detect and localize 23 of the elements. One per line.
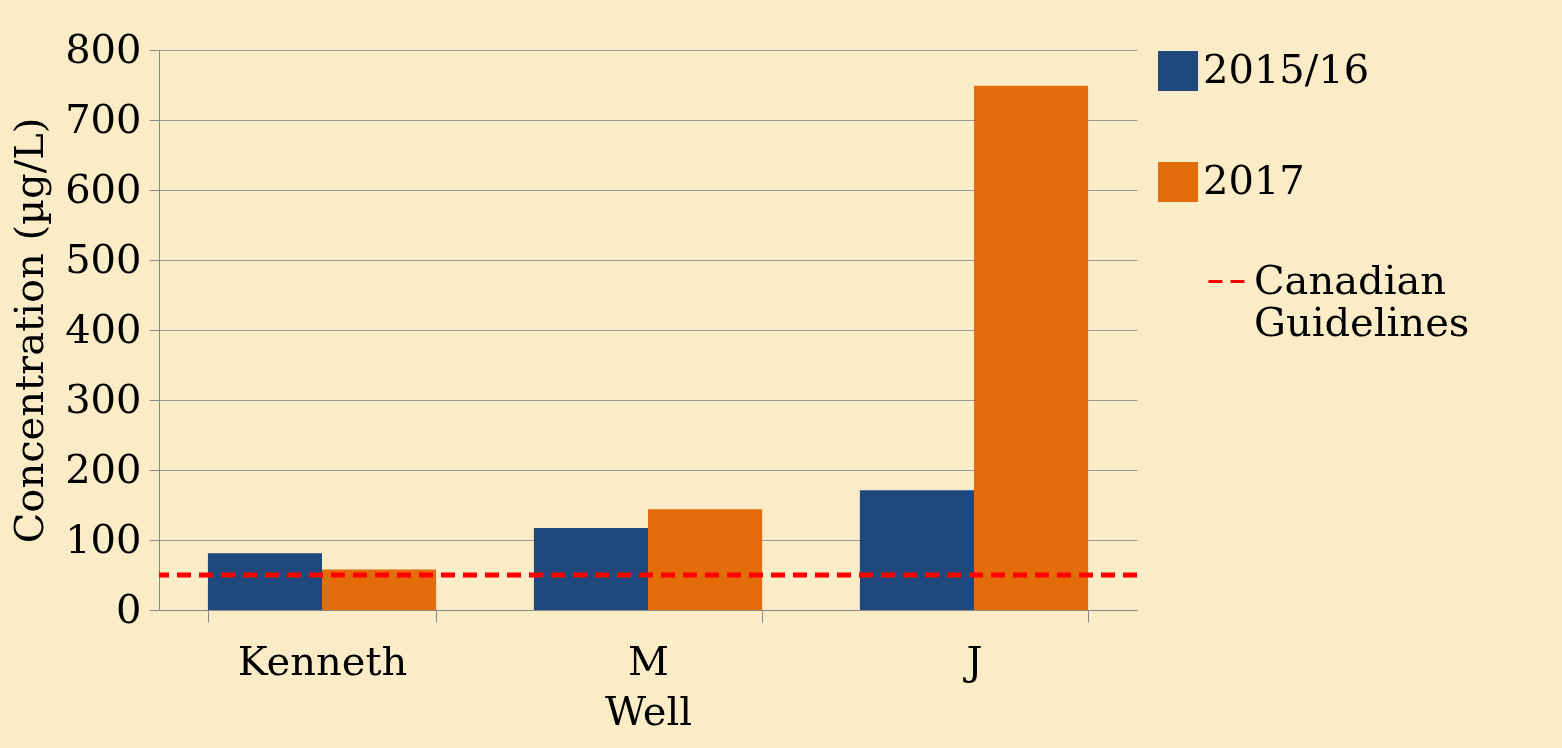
y-tick-label: 500 [65, 235, 142, 282]
x-tick-label: Kenneth [237, 637, 408, 684]
legend-label: Canadian Guidelines [1254, 256, 1470, 345]
x-tick-label: J [962, 637, 983, 684]
bar [533, 528, 648, 610]
bar [974, 85, 1089, 610]
bar [322, 569, 437, 610]
bar [859, 490, 974, 610]
x-axis-title: Well [604, 687, 693, 734]
x-tick-label: M [628, 637, 669, 684]
legend-label: 2015/16 [1203, 46, 1370, 92]
y-tick-label: 0 [116, 585, 142, 632]
y-tick-label: 200 [65, 445, 142, 492]
y-tick-label: 400 [65, 305, 142, 352]
y-tick-label: 600 [65, 165, 142, 212]
y-tick-label: 700 [65, 95, 142, 142]
y-tick-label: 300 [65, 375, 142, 422]
y-tick-label: 800 [65, 25, 142, 72]
y-axis-title: Concentration (µg/L) [6, 117, 53, 544]
y-tick-label: 100 [65, 515, 142, 562]
bar [207, 553, 322, 610]
legend-label: 2017 [1203, 157, 1305, 203]
bar [648, 509, 763, 610]
